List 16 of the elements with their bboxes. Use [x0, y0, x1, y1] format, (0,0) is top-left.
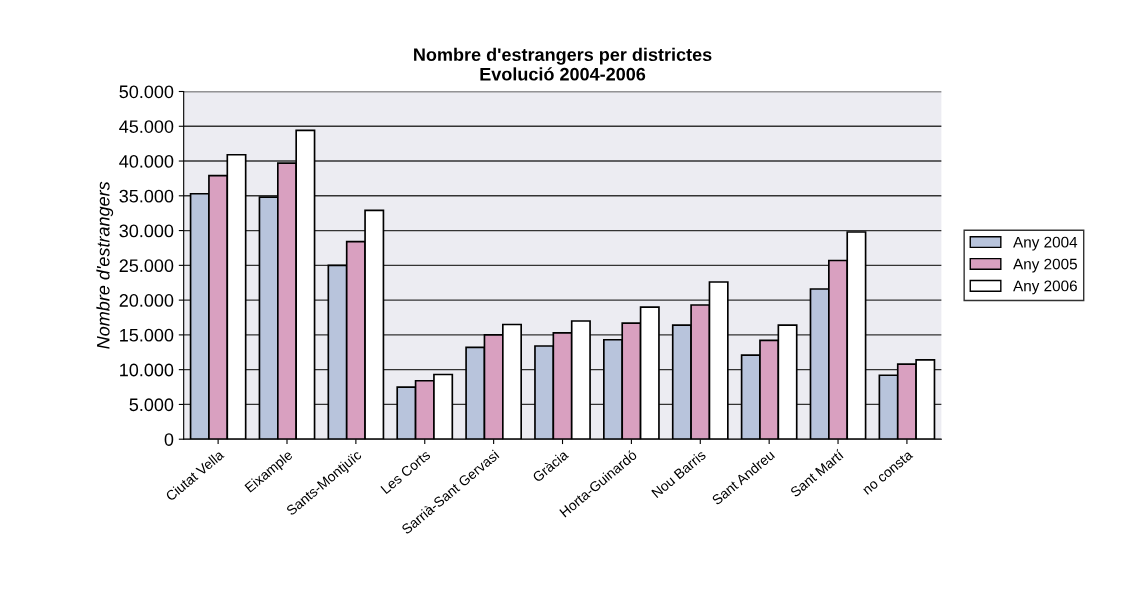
y-tick-label: 30.000 — [119, 224, 174, 238]
y-tick-label: 45.000 — [119, 120, 174, 133]
legend-label: Any 2006 — [1013, 280, 1077, 295]
y-axis-title: Nombre d'estrangers — [96, 181, 114, 349]
y-tick-label: 20.000 — [119, 294, 174, 307]
y-tick-label: 40.000 — [119, 154, 174, 168]
y-tick-label: 5.000 — [129, 398, 174, 412]
y-tick-label: 25.000 — [119, 259, 174, 273]
legend-label: Any 2005 — [1013, 258, 1077, 273]
y-tick-label: 0 — [164, 433, 174, 446]
y-tick-label: 50.000 — [119, 85, 174, 99]
y-tick-label: 35.000 — [119, 189, 174, 203]
chart-title: Nombre d'estrangers per districtes Evolució 2004-2006 — [414, 47, 712, 81]
y-tick-label: 15.000 — [120, 328, 174, 342]
y-tick-label: 10.000 — [120, 363, 174, 377]
legend-label: Any 2004 — [1013, 236, 1078, 251]
